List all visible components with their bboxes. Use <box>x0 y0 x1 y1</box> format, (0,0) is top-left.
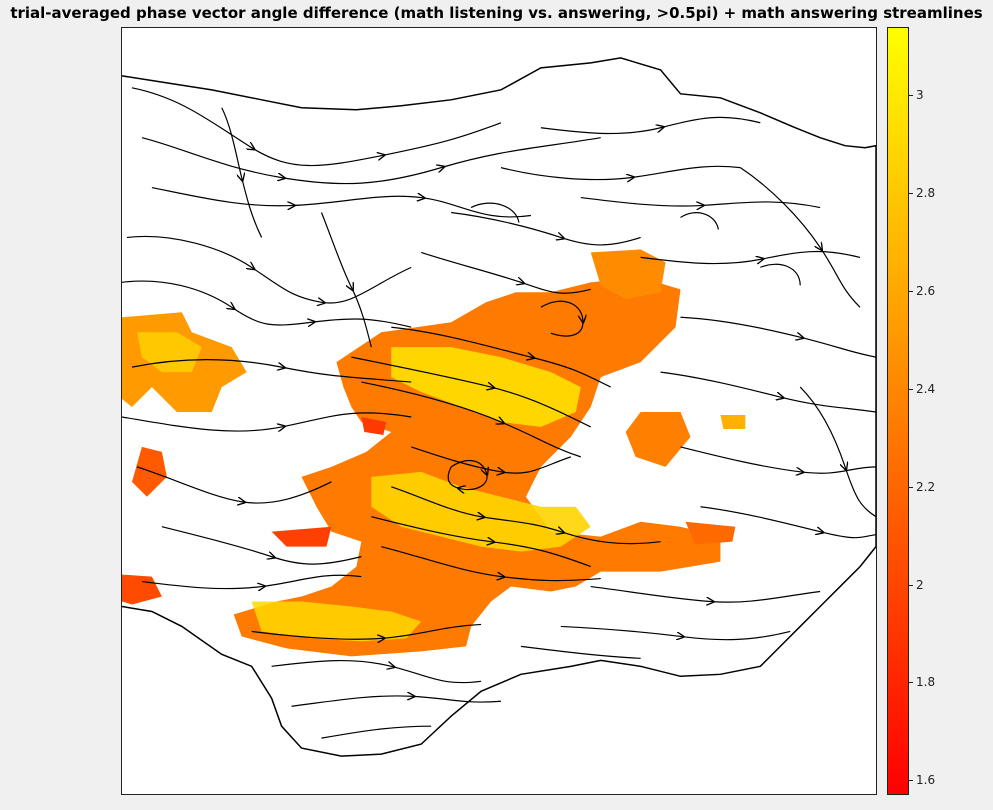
streamline <box>391 326 611 388</box>
heatmap-streamline-svg <box>122 57 876 757</box>
colorbar-tick-label: 2.6 <box>916 284 936 299</box>
streamline <box>271 659 482 684</box>
colorbar-tick <box>909 193 913 195</box>
streamline <box>680 212 720 230</box>
streamline <box>411 446 571 473</box>
colorbar-tick <box>909 388 913 390</box>
streamlines <box>122 87 876 739</box>
streamline <box>740 167 861 308</box>
streamline <box>391 486 661 545</box>
streamline <box>161 526 362 565</box>
streamline <box>361 381 581 458</box>
streamline <box>540 116 761 135</box>
plot-area <box>121 27 877 795</box>
streamline <box>470 202 520 223</box>
streamline <box>141 137 601 185</box>
heatmap-region <box>271 526 332 547</box>
colorbar-tick-label: 1.8 <box>916 675 936 690</box>
streamline <box>560 625 791 639</box>
streamline <box>660 371 876 413</box>
heatmap-region <box>590 249 666 300</box>
streamline <box>351 356 592 428</box>
streamline <box>580 196 821 208</box>
colorbar-tick-label: 2.2 <box>916 479 936 494</box>
streamline <box>122 280 412 328</box>
colorbar-tick-label: 2.4 <box>916 381 936 396</box>
streamline <box>447 460 487 490</box>
streamline <box>221 107 263 238</box>
streamline <box>451 211 641 246</box>
heatmap-region <box>361 416 387 435</box>
streamline <box>371 516 591 568</box>
colorbar <box>887 27 909 795</box>
colorbar-tick-label: 2 <box>916 577 924 592</box>
streamline <box>760 263 801 286</box>
streamline <box>640 250 861 263</box>
heatmap-region <box>136 332 202 373</box>
heatmap-region <box>122 574 162 605</box>
colorbar-tick <box>909 486 913 488</box>
heatmap-region <box>625 411 691 467</box>
streamline <box>680 316 876 358</box>
streamline <box>520 645 641 659</box>
streamline <box>590 585 821 603</box>
colorbar-tick <box>909 584 913 586</box>
streamline <box>151 186 531 218</box>
streamline <box>680 446 876 473</box>
streamline <box>421 251 591 294</box>
streamline <box>381 546 601 582</box>
colorbar-tick-label: 1.6 <box>916 773 936 788</box>
streamline <box>291 696 502 707</box>
heatmap-region <box>685 521 736 545</box>
streamline <box>251 623 482 639</box>
colorbar-tick <box>909 291 913 293</box>
streamline <box>500 165 741 179</box>
streamline <box>799 386 876 518</box>
streamline <box>131 87 502 167</box>
streamline <box>136 466 332 503</box>
heatmap-region <box>251 601 422 642</box>
streamline <box>321 725 432 739</box>
heatmap-region <box>131 446 167 497</box>
streamline <box>126 235 412 303</box>
colorbar-tick-label: 3 <box>916 88 924 103</box>
streamline <box>320 212 372 348</box>
streamline <box>540 300 583 337</box>
colorbar-tick <box>909 780 913 782</box>
heatmap-region <box>720 414 746 429</box>
chart-title: trial-averaged phase vector angle differ… <box>10 4 983 22</box>
colorbar-tick <box>909 95 913 97</box>
streamline <box>700 506 876 539</box>
brain-outline <box>122 57 876 757</box>
colorbar-tick-label: 2.8 <box>916 186 936 201</box>
colorbar-tick <box>909 682 913 684</box>
streamline <box>131 359 412 383</box>
streamline <box>122 412 412 431</box>
streamline <box>141 574 362 588</box>
